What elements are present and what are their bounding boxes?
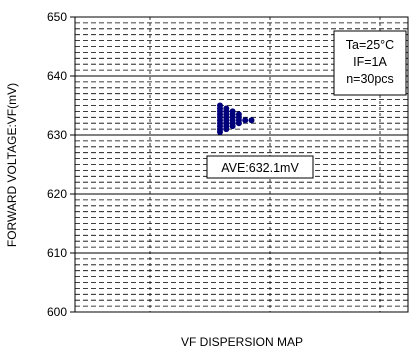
y-tick-label: 600 bbox=[47, 305, 67, 319]
condition-temperature: Ta=25°C bbox=[346, 38, 394, 52]
data-points bbox=[217, 102, 255, 136]
condition-sample-count: n=30pcs bbox=[346, 72, 394, 86]
data-point bbox=[217, 129, 223, 136]
y-tick-label: 640 bbox=[47, 69, 67, 83]
plot-area-frame bbox=[74, 16, 409, 313]
data-point bbox=[248, 117, 255, 124]
data-point bbox=[242, 117, 249, 124]
y-tick-label: 650 bbox=[47, 10, 67, 24]
average-label: AVE:632.1mV bbox=[221, 161, 299, 175]
data-point bbox=[223, 126, 230, 133]
data-point bbox=[235, 120, 242, 127]
y-axis-title: FORWARD VOLTAGE:VF(mV) bbox=[5, 83, 19, 247]
conditions-box: Ta=25°C IF=1A n=30pcs bbox=[333, 30, 407, 96]
average-annotation: AVE:632.1mV bbox=[206, 155, 314, 179]
data-point bbox=[229, 123, 236, 130]
y-axis-ticks: 600 610 620 630 640 650 bbox=[47, 10, 75, 319]
condition-current: IF=1A bbox=[353, 55, 387, 69]
y-tick-label: 610 bbox=[47, 246, 67, 260]
y-tick-label: 630 bbox=[47, 128, 67, 142]
x-axis-title: VF DISPERSION MAP bbox=[181, 335, 303, 349]
y-tick-label: 620 bbox=[47, 187, 67, 201]
